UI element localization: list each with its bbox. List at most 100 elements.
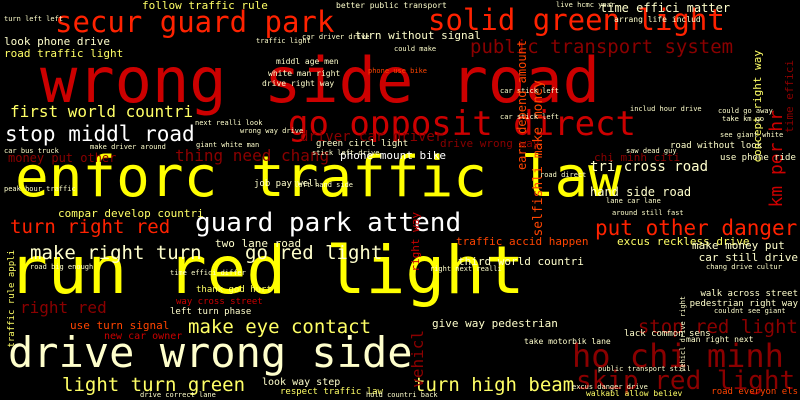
word: thank god hurt [196,285,272,295]
word: lack common sens [624,329,711,339]
word: road direct [540,171,587,179]
word: first world countri [10,102,194,121]
word: time effici matter [600,1,731,15]
word: driver car driver [300,129,444,145]
word: vehicl [408,330,427,388]
word: light turn green [62,374,246,396]
word: turn high beam [414,374,575,396]
word: make money put [692,239,785,252]
word: hold countri back [366,391,438,399]
word: excus reckless drive [617,235,750,248]
word: vehicl drive right [679,296,687,372]
word: see giant white [720,131,784,139]
word: run red light [8,232,525,309]
word: enforc traffic law [15,145,622,210]
word: time effici [783,60,796,133]
word: turn right red [10,216,171,238]
word: phone mount bike [340,149,446,162]
word: traffic rule appli [7,250,17,348]
word: guard park attend [195,208,462,238]
word: respect traffic law [280,387,383,397]
word: giant white man [196,141,260,149]
word: right way [409,212,422,272]
word: wrong way drive [240,127,304,135]
word: middl age men [276,57,339,66]
word: look way step [262,377,341,388]
word: earn depend amount [515,40,529,171]
word: around still fast [612,209,684,217]
word: left turn phase [170,307,252,317]
word: right red [20,298,107,317]
word: live hcmc year [556,1,616,9]
word: tri cross road [590,159,709,175]
word: turn left left [4,15,64,23]
word: skip red light [576,366,796,396]
word: take motorbik lane [524,337,611,346]
word: wrong side road [40,44,600,117]
word: make driver around [90,143,166,151]
word: next realli look [195,119,263,127]
word: turn without signal [355,29,481,42]
word: selfishli make money [531,80,546,237]
word: third world countri [458,255,584,268]
word: drive right way [262,79,335,88]
word: new car owner [104,331,183,342]
word: better public transport [336,1,447,10]
word: traffic accid happen [456,235,589,248]
word: job pay well [254,179,320,189]
word: road big enough [30,263,94,271]
word: traffic light [256,37,311,45]
word: give way pedestrian [432,317,558,330]
word: two lane road [215,237,302,250]
word: go opposit direct [288,104,636,144]
word: left hand side [294,181,354,189]
word: chi minh citi [594,151,681,164]
word: ho chi minh [572,337,784,375]
word: way cross street [176,297,263,307]
word: lane car lane [606,197,661,205]
word: walk across street [700,289,798,299]
word: money put other [8,151,117,165]
word: look phone drive [4,35,110,48]
word: saw dead guy [626,147,677,155]
word: right next realli [430,265,502,273]
word: could go away [718,107,773,115]
word: public transport still [598,365,691,373]
word: use phone ride [720,153,796,163]
word: includ hour drive [630,105,702,113]
word: make eye contact [188,316,372,338]
word: thing need chang [175,146,330,165]
word: hand side road [590,185,692,199]
word: drive correct lane [140,391,216,399]
word: time effici differ [170,269,246,277]
word: solid green light [428,3,725,37]
word: arrang life includ [614,15,701,24]
word: walkabl allow believ [586,389,683,398]
word: car bus truck [4,147,59,155]
word: chang drive cultur [706,263,782,271]
word: car still drive [698,251,798,264]
word: make right turn [30,242,202,264]
word: road everyon els [711,387,798,397]
word: car stick left [500,87,560,95]
word: car stick left [500,113,560,121]
word: excus danger drive [572,383,648,391]
word: phone use bike [368,67,428,75]
word: drive wrong side [8,328,413,377]
word: road traffic light [4,47,124,60]
word: green circl light [316,139,409,149]
word: public transport system [470,36,734,58]
word: road without look [670,141,763,151]
word: stop middl road [5,122,195,146]
word: stick left drive [312,149,380,157]
word: follow traffic rule [142,0,268,12]
word: drive wrong way [440,137,540,150]
word: pedestrian right way [689,299,798,309]
word: go red light [245,242,383,264]
word: peak hour traffic [4,185,76,193]
word: take km go [722,115,765,123]
word: could make [394,45,437,53]
word: car driver drive [302,33,370,41]
word: secur guard park [55,5,335,39]
